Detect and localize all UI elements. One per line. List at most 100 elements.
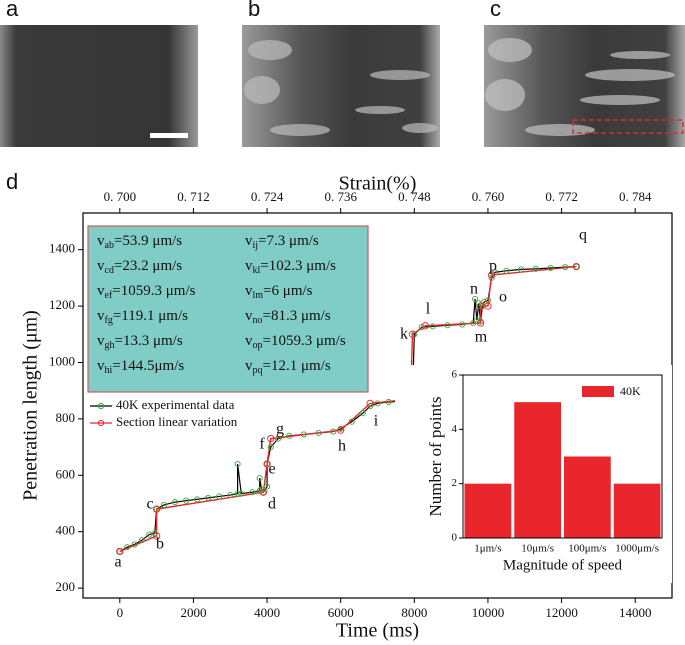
data-point xyxy=(216,493,223,500)
scale-bar xyxy=(150,133,188,138)
point-label: k xyxy=(400,326,408,343)
velocity-subscript: cd xyxy=(105,265,114,276)
data-point xyxy=(286,432,293,439)
data-point xyxy=(532,265,539,272)
velocity-symbol: v xyxy=(97,283,105,299)
data-point xyxy=(481,298,488,305)
velocity-box xyxy=(87,225,369,393)
data-point xyxy=(275,435,282,442)
velocity-entry: vlm=6 μm/s xyxy=(245,283,313,301)
x-tick-label: 6000 xyxy=(328,605,354,620)
x2-tick-label: 0. 772 xyxy=(545,189,578,204)
velocity-entry: vfg=119.1 μm/s xyxy=(97,308,188,326)
data-point xyxy=(234,460,241,468)
velocity-value: =1059.3 μm/s xyxy=(112,283,195,299)
point-label: g xyxy=(276,421,284,438)
data-point xyxy=(131,541,138,548)
point-label: n xyxy=(470,281,478,298)
x2-tick-label: 0. 736 xyxy=(324,189,357,204)
x-tick-label: 2000 xyxy=(180,605,206,620)
velocity-symbol: v xyxy=(245,358,253,374)
velocity-subscript: op xyxy=(253,340,263,351)
bar xyxy=(564,456,611,538)
legend-marker xyxy=(97,402,105,410)
data-point xyxy=(547,264,554,272)
point-label: p xyxy=(489,258,497,275)
y-tick-label: 800 xyxy=(56,410,76,425)
velocity-symbol: v xyxy=(245,258,253,274)
velocity-entry: vef=1059.3 μm/s xyxy=(97,283,196,301)
velocity-symbol: v xyxy=(245,308,253,324)
data-point xyxy=(256,475,263,482)
micrographs xyxy=(0,25,685,147)
x2-tick-label: 0. 760 xyxy=(472,189,505,204)
velocity-entry: vpq=12.1 μm/s xyxy=(245,358,331,376)
velocity-subscript: gh xyxy=(105,340,115,351)
data-point xyxy=(267,434,275,443)
x2-tick-label: 0. 724 xyxy=(251,189,284,204)
bar xyxy=(613,483,661,538)
point-label: l xyxy=(426,301,431,318)
x2-tick-label: 0. 784 xyxy=(619,189,652,204)
velocity-subscript: fg xyxy=(105,315,113,326)
data-point xyxy=(562,264,569,271)
data-point xyxy=(503,267,510,274)
series-line xyxy=(119,265,577,553)
data-point xyxy=(264,460,271,468)
inset-legend-label: 40K xyxy=(620,384,641,398)
data-point xyxy=(116,548,123,555)
data-point xyxy=(116,547,124,556)
data-point xyxy=(264,483,271,490)
velocity-symbol: v xyxy=(97,258,105,274)
y-tick-label: 1200 xyxy=(49,297,75,312)
velocity-entry: vij=7.3 μm/s xyxy=(245,233,319,251)
velocity-value: =119.1 μm/s xyxy=(113,308,188,324)
point-label: a xyxy=(114,554,121,571)
data-point xyxy=(476,302,485,310)
data-point xyxy=(194,496,201,503)
data-point xyxy=(146,531,153,538)
data-point xyxy=(348,418,355,425)
data-point xyxy=(330,428,337,435)
x-tick-label: 10000 xyxy=(472,605,505,620)
data-point xyxy=(171,499,179,506)
data-point xyxy=(234,490,241,497)
velocity-symbol: v xyxy=(245,233,253,249)
data-point xyxy=(238,490,245,497)
bar xyxy=(514,402,561,538)
point-label: f xyxy=(259,436,265,453)
data-point xyxy=(138,537,145,544)
panel-label: d xyxy=(6,169,18,194)
velocity-entry: vhi=144.5μm/s xyxy=(97,358,184,376)
velocity-symbol: v xyxy=(97,333,105,349)
velocity-entry: vcd=23.2 μm/s xyxy=(97,258,182,276)
velocity-entry: vkl=102.3 μm/s xyxy=(245,258,336,276)
point-label: c xyxy=(146,496,153,513)
data-point xyxy=(337,426,345,434)
velocity-value: =23.2 μm/s xyxy=(114,258,182,274)
velocity-value: =13.3 μm/s xyxy=(115,333,183,349)
legend-label: 40K experimental data xyxy=(116,397,235,412)
velocity-value: =1059.3 μm/s xyxy=(263,333,346,349)
point-label: d xyxy=(268,496,276,513)
velocity-subscript: no xyxy=(253,315,263,326)
data-point xyxy=(472,295,479,303)
y-tick-label: 600 xyxy=(56,466,76,481)
data-point xyxy=(476,319,485,327)
velocity-value: =81.3 μm/s xyxy=(263,308,331,324)
data-point xyxy=(444,322,451,329)
x-tick-label: 14000 xyxy=(619,605,652,620)
x2-tick-label: 0. 748 xyxy=(398,189,431,204)
data-point xyxy=(487,271,496,279)
velocity-subscript: pq xyxy=(253,365,263,376)
velocity-subscript: kl xyxy=(253,265,261,276)
y-tick-label: 400 xyxy=(56,523,76,538)
y-axis-title: Penetration length (μm) xyxy=(20,310,42,501)
y-tick-label: 1000 xyxy=(49,353,75,368)
velocity-entry: vop=1059.3 μm/s xyxy=(245,333,346,351)
data-point xyxy=(160,501,168,508)
velocity-value: =102.3 μm/s xyxy=(260,258,336,274)
velocity-entry: vab=53.9 μm/s xyxy=(97,233,182,251)
velocity-value: =7.3 μm/s xyxy=(258,233,319,249)
